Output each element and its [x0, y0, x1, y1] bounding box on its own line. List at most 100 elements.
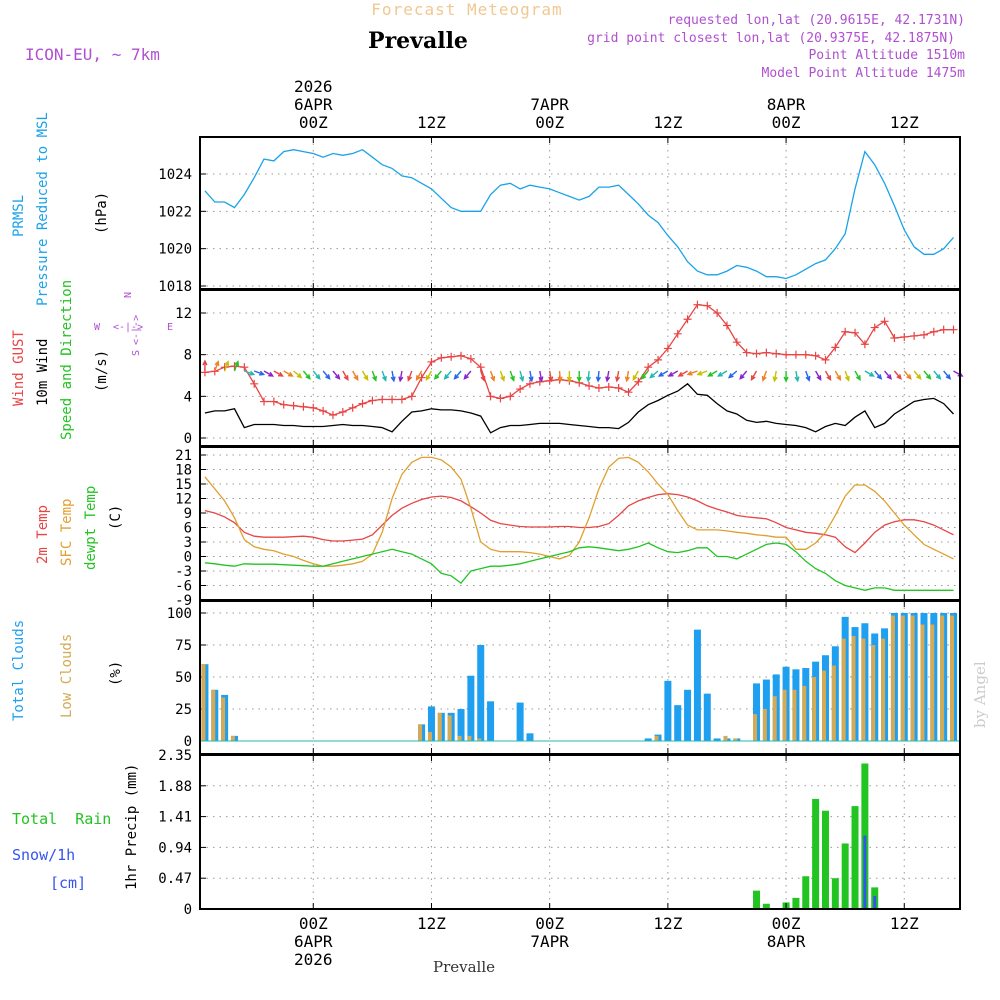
wind-direction-arrow	[667, 370, 679, 377]
wind-direction-arrow	[509, 370, 515, 382]
low-cloud-bar	[861, 638, 866, 741]
total-cloud-bar	[516, 702, 524, 741]
total-cloud-bar	[703, 693, 711, 741]
total-cloud-bar	[674, 705, 682, 741]
total-cloud-bar	[467, 675, 475, 741]
wind-unit: (m/s)	[94, 350, 110, 392]
wind-direction-arrow	[322, 370, 331, 380]
wind-direction-arrow	[614, 370, 621, 383]
sfc-temp-line	[204, 456, 954, 567]
total-cloud-bar	[487, 701, 495, 741]
compass-arrows-vertical: <-|->	[131, 315, 142, 345]
wind-direction-arrow	[390, 370, 396, 383]
gust-marker	[801, 350, 810, 359]
wind-direction-arrow	[576, 371, 582, 383]
gust-marker	[910, 331, 919, 340]
gust-marker	[860, 340, 869, 349]
temp-label-2m: 2m Temp	[35, 505, 51, 564]
precip-ytick-label: 0.47	[158, 871, 192, 887]
gust-marker	[870, 323, 879, 332]
gust-marker	[604, 382, 613, 391]
wind-direction-arrow	[223, 360, 230, 372]
clouds-panel: 0 25 50 75 100	[167, 600, 961, 755]
wind-direction-arrow	[750, 370, 758, 382]
gust-marker	[831, 343, 840, 352]
gust-marker	[338, 407, 347, 416]
precip-ytick-label: 2.35	[158, 748, 192, 764]
gust-marker	[851, 328, 860, 337]
low-cloud-bar	[477, 738, 482, 741]
gust-marker	[368, 396, 377, 405]
bottom-time-label: 8APR	[767, 932, 806, 951]
total-cloud-bar	[753, 683, 761, 741]
pressure-labels: PRMSL Pressure Reduced to MSL (hPa)	[11, 112, 110, 306]
low-cloud-bar	[723, 735, 728, 741]
rain-bar	[841, 843, 849, 909]
gust-marker	[378, 395, 387, 404]
precip-ytick-label: 1.88	[158, 779, 192, 795]
wind-direction-arrow	[874, 370, 883, 380]
wind-direction-arrow	[943, 370, 952, 380]
gust-marker	[890, 334, 899, 342]
low-cloud-bar	[950, 615, 955, 741]
top-time-label: 00Z	[535, 113, 564, 132]
top-time-label: 8APR	[767, 95, 806, 114]
gust-marker	[644, 363, 653, 372]
grid-point-coords: grid point closest lon,lat (20.9375E, 42…	[587, 31, 955, 46]
low-cloud-bar	[930, 624, 935, 741]
temperature-ytick-label: 6	[184, 521, 192, 537]
total-cloud-bar	[644, 738, 652, 741]
wind-label-speed-dir: Speed and Direction	[59, 280, 75, 440]
wind-direction-arrow	[302, 370, 311, 380]
top-time-label: 2026	[294, 77, 333, 96]
gust-marker	[427, 357, 436, 366]
gust-marker	[210, 367, 219, 376]
low-cloud-bar	[230, 735, 235, 741]
gust-marker	[309, 403, 318, 412]
total-cloud-bar	[664, 680, 672, 741]
temperature-ytick-label: -6	[175, 579, 192, 595]
temperature-ytick-label: 9	[184, 506, 192, 522]
gust-marker	[358, 399, 367, 408]
gust-marker	[457, 351, 466, 360]
wind-direction-arrow	[933, 370, 942, 380]
wind-frame	[199, 289, 961, 447]
wind-direction-arrow	[519, 370, 525, 383]
gust-marker	[949, 325, 958, 334]
precip-labels: Total Rain Snow/1h [cm] 1hr Precip (mm)	[12, 764, 140, 892]
gust-marker	[407, 392, 416, 401]
clouds-ytick-label: 25	[175, 702, 192, 718]
top-time-label: 7APR	[530, 95, 569, 114]
wind-ytick-label: 8	[184, 348, 192, 364]
gust-marker	[821, 355, 830, 364]
dewpt-temp-line	[204, 542, 954, 591]
wind-label-gust: Wind GUST	[11, 330, 27, 406]
gust-marker	[525, 379, 534, 388]
gust-marker	[634, 377, 643, 386]
gust-marker	[732, 338, 741, 347]
low-cloud-bar	[427, 732, 432, 741]
precip-panel: 0 0.47 0.94 1.41 1.88 2.35	[158, 748, 961, 918]
wind-direction-arrow	[371, 370, 377, 382]
gust-marker	[516, 385, 525, 394]
gust-marker	[486, 392, 495, 401]
wind-direction-arrow	[528, 370, 534, 383]
10m-wind-line	[204, 382, 954, 434]
temperature-ytick-label: 21	[175, 448, 192, 464]
precip-ytick-label: 0.94	[158, 840, 192, 856]
gust-marker	[348, 403, 357, 412]
temperature-ytick-label: 3	[184, 535, 192, 551]
temp-unit: (C)	[108, 505, 124, 530]
total-cloud-bar	[457, 709, 465, 741]
wind-direction-arrow	[557, 370, 563, 383]
rain-bar	[821, 810, 829, 909]
low-cloud-bar	[851, 636, 856, 741]
model-label: ICON-EU, ~ 7km	[25, 45, 160, 64]
gust-marker	[654, 355, 663, 364]
pressure-unit: (hPa)	[94, 192, 110, 234]
wind-direction-arrow	[864, 370, 875, 377]
top-time-label: 00Z	[299, 113, 328, 132]
pressure-frame	[199, 136, 961, 290]
rain-bar	[851, 806, 859, 909]
